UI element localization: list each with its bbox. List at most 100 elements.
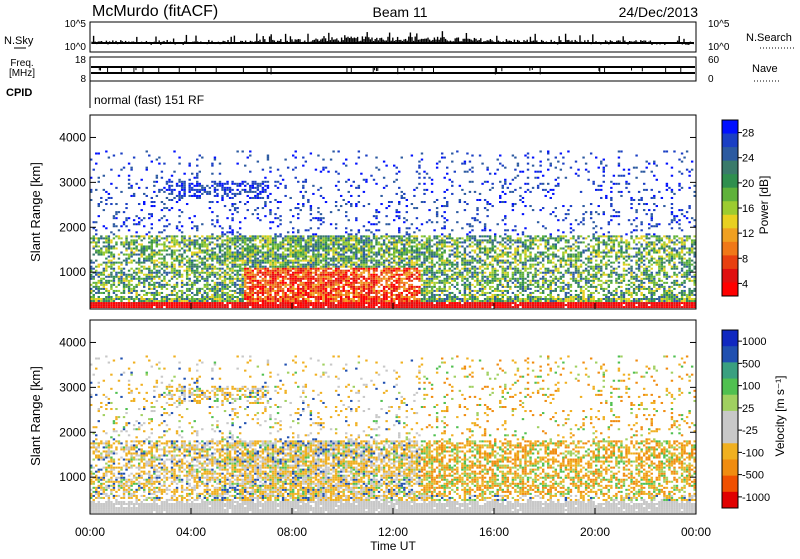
power-cell [138,217,140,219]
power-cell [408,288,410,290]
power-cell [343,276,345,278]
power-cell [322,276,324,278]
power-cell [297,181,299,183]
power-cell [249,292,251,294]
power-cell [181,292,183,294]
power-cell [332,274,334,276]
power-cell [307,270,309,272]
power-cell [317,284,319,286]
power-cell [257,161,259,163]
power-cell [257,254,259,256]
power-cell [264,266,266,268]
power-cell [186,304,188,306]
power-cell [105,306,107,308]
power-cell [292,266,294,268]
power-cell [242,288,244,290]
power-cell [120,264,122,266]
power-cell [259,262,261,264]
power-cell [406,205,408,207]
power-cell [173,276,175,278]
power-cell [365,256,367,258]
power-cell [322,270,324,272]
power-cell [199,189,201,191]
power-cell [320,217,322,219]
power-cell [244,262,246,264]
power-cell [247,245,249,247]
power-cell [398,294,400,296]
power-cell [103,300,105,302]
power-cell [242,181,244,183]
power-cell [161,254,163,256]
power-cell [204,191,206,193]
power-cell [108,298,110,300]
power-cell [201,239,203,241]
power-cell [408,274,410,276]
power-cell [272,304,274,306]
power-cell [274,300,276,302]
power-cell [312,284,314,286]
power-cell [236,241,238,243]
power-cell [201,262,203,264]
power-cell [242,247,244,249]
power-cell [204,239,206,241]
power-cell [178,209,180,211]
power-cell [332,276,334,278]
power-cell [423,177,425,179]
power-cell [365,288,367,290]
power-cell [244,302,246,304]
power-cell [287,264,289,266]
power-cell [226,306,228,308]
power-cell [153,249,155,251]
power-cell [282,298,284,300]
power-cell [289,292,291,294]
power-cell [188,189,190,191]
power-cell [368,270,370,272]
power-cell [330,237,332,239]
power-cell [310,239,312,241]
power-cell [353,235,355,237]
power-cell [325,302,327,304]
power-cell [365,300,367,302]
power-cell [204,306,206,308]
power-cell [295,282,297,284]
power-cell [373,290,375,292]
power-cell [267,294,269,296]
power-cell [176,235,178,237]
power-cell [360,292,362,294]
power-cell [242,274,244,276]
power-cell [226,292,228,294]
power-cell [267,304,269,306]
power-cell [411,241,413,243]
power-cell [141,219,143,221]
power-cell [343,237,345,239]
power-cell [327,171,329,173]
power-cell [201,296,203,298]
power-cell [138,272,140,274]
power-cell [239,280,241,282]
power-cell [211,260,213,262]
power-cell [201,288,203,290]
power-cell [95,221,97,223]
power-cell [178,241,180,243]
power-cell [315,304,317,306]
power-cell [118,262,120,264]
power-cell [408,270,410,272]
power-cell [418,290,420,292]
power-cell [224,276,226,278]
power-cell [408,249,410,251]
power-cell [171,300,173,302]
power-cell [406,268,408,270]
power-cell [108,296,110,298]
power-cell [171,276,173,278]
power-cell [378,298,380,300]
power-cell [173,264,175,266]
power-cell [113,300,115,302]
power-cell [322,298,324,300]
power-cell [297,237,299,239]
power-cell [148,286,150,288]
power-cell [231,217,233,219]
power-cell [416,252,418,254]
power-cell [156,177,158,179]
power-cell [335,296,337,298]
